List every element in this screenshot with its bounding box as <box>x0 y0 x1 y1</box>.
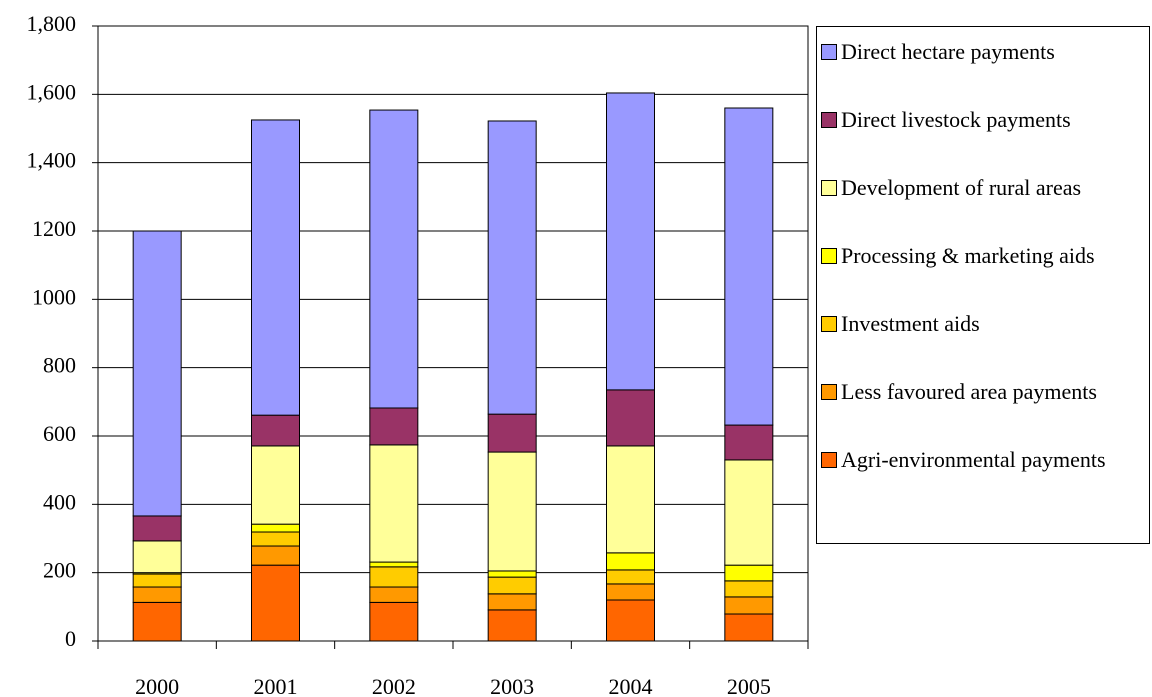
legend-label: Agri-environmental payments <box>841 447 1106 472</box>
y-tick-label: 0 <box>65 626 76 651</box>
y-tick-label: 200 <box>43 558 76 583</box>
bar-segment <box>487 570 537 578</box>
legend-label: Development of rural areas <box>841 175 1082 200</box>
x-tick-label: 2000 <box>135 674 179 697</box>
bar-segment <box>369 586 419 603</box>
bar-segment <box>132 540 182 574</box>
legend-swatch <box>821 112 837 128</box>
legend: Agri-environmental payments Less favoured… <box>816 26 1150 544</box>
bar-segment <box>724 424 774 461</box>
legend-label: Direct hectare payments <box>841 39 1055 64</box>
bar-segment <box>606 92 655 391</box>
legend-label: Direct livestock payments <box>841 107 1071 132</box>
x-tick-label: 2002 <box>372 674 416 697</box>
legend-entry: Less favoured area payments <box>821 375 1147 408</box>
bar-segment <box>487 576 537 595</box>
legend-label: Investment aids <box>841 311 980 336</box>
bar-segment <box>487 451 537 572</box>
bar-segment <box>369 109 419 409</box>
bar-segment <box>369 601 419 642</box>
bar-segment <box>606 599 655 642</box>
bar-segment <box>132 573 182 588</box>
legend-swatch <box>821 180 837 196</box>
bar-segment <box>251 545 300 566</box>
x-tick-label: 2001 <box>254 674 298 697</box>
bar-segment <box>132 230 182 517</box>
bar-segment <box>487 593 537 611</box>
bar-segment <box>369 561 419 568</box>
x-tick-label: 2005 <box>727 674 771 697</box>
legend-entry: Development of rural areas <box>821 171 1147 204</box>
bar-segment <box>724 580 774 598</box>
plot-area <box>98 26 808 641</box>
legend-entry: Investment aids <box>821 307 1147 340</box>
bar-segment <box>606 583 655 601</box>
legend-entry: Agri-environmental payments <box>821 443 1147 476</box>
y-tick-label: 1,400 <box>27 148 77 173</box>
x-tick-label: 2004 <box>609 674 653 697</box>
y-tick-label: 1,600 <box>27 79 77 104</box>
bar-segment <box>132 601 182 642</box>
legend-label: Less favoured area payments <box>841 379 1097 404</box>
bar-segment <box>251 531 300 547</box>
y-tick-label: 600 <box>43 421 76 446</box>
legend-entry: Direct hectare payments <box>821 35 1147 68</box>
bar-segment <box>132 515 182 542</box>
legend-swatch <box>821 248 837 264</box>
legend-entry: Direct livestock payments <box>821 103 1147 136</box>
legend-entry: Processing & marketing aids <box>821 239 1147 272</box>
bar-segment <box>251 414 300 447</box>
legend-label: Processing & marketing aids <box>841 243 1095 268</box>
y-tick-label: 1200 <box>32 216 76 241</box>
x-tick-label: 2003 <box>490 674 534 697</box>
bar-segment <box>251 445 300 525</box>
y-tick-label: 1000 <box>32 284 76 309</box>
bar-segment <box>724 459 774 566</box>
legend-swatch <box>821 316 837 332</box>
bar-segment <box>487 120 537 415</box>
bar-segment <box>487 609 537 642</box>
y-tick-label: 800 <box>43 353 76 378</box>
bar-segment <box>251 523 300 533</box>
bar-segment <box>369 566 419 588</box>
y-tick-label: 400 <box>43 489 76 514</box>
bar-segment <box>132 586 182 603</box>
y-tick-label: 1,800 <box>27 11 77 36</box>
chart: 0 200 400 600 800 1000 1200 1,400 1,600 1,800 2000… <box>27 11 809 697</box>
legend-swatch <box>821 44 837 60</box>
bar-segment <box>606 552 655 571</box>
bar-segment <box>369 444 419 563</box>
bar-segment <box>251 119 300 416</box>
legend-swatch <box>821 452 837 468</box>
bar-segment <box>369 407 419 446</box>
bar-segment <box>724 596 774 615</box>
bar-segment <box>724 107 774 426</box>
bar-segment <box>724 564 774 582</box>
bar-segment <box>487 413 537 453</box>
legend-swatch <box>821 384 837 400</box>
bar-segment <box>606 389 655 447</box>
bar-segment <box>251 564 300 642</box>
bar-segment <box>606 445 655 554</box>
bar-segment <box>606 569 655 585</box>
bar-segment <box>724 613 774 642</box>
